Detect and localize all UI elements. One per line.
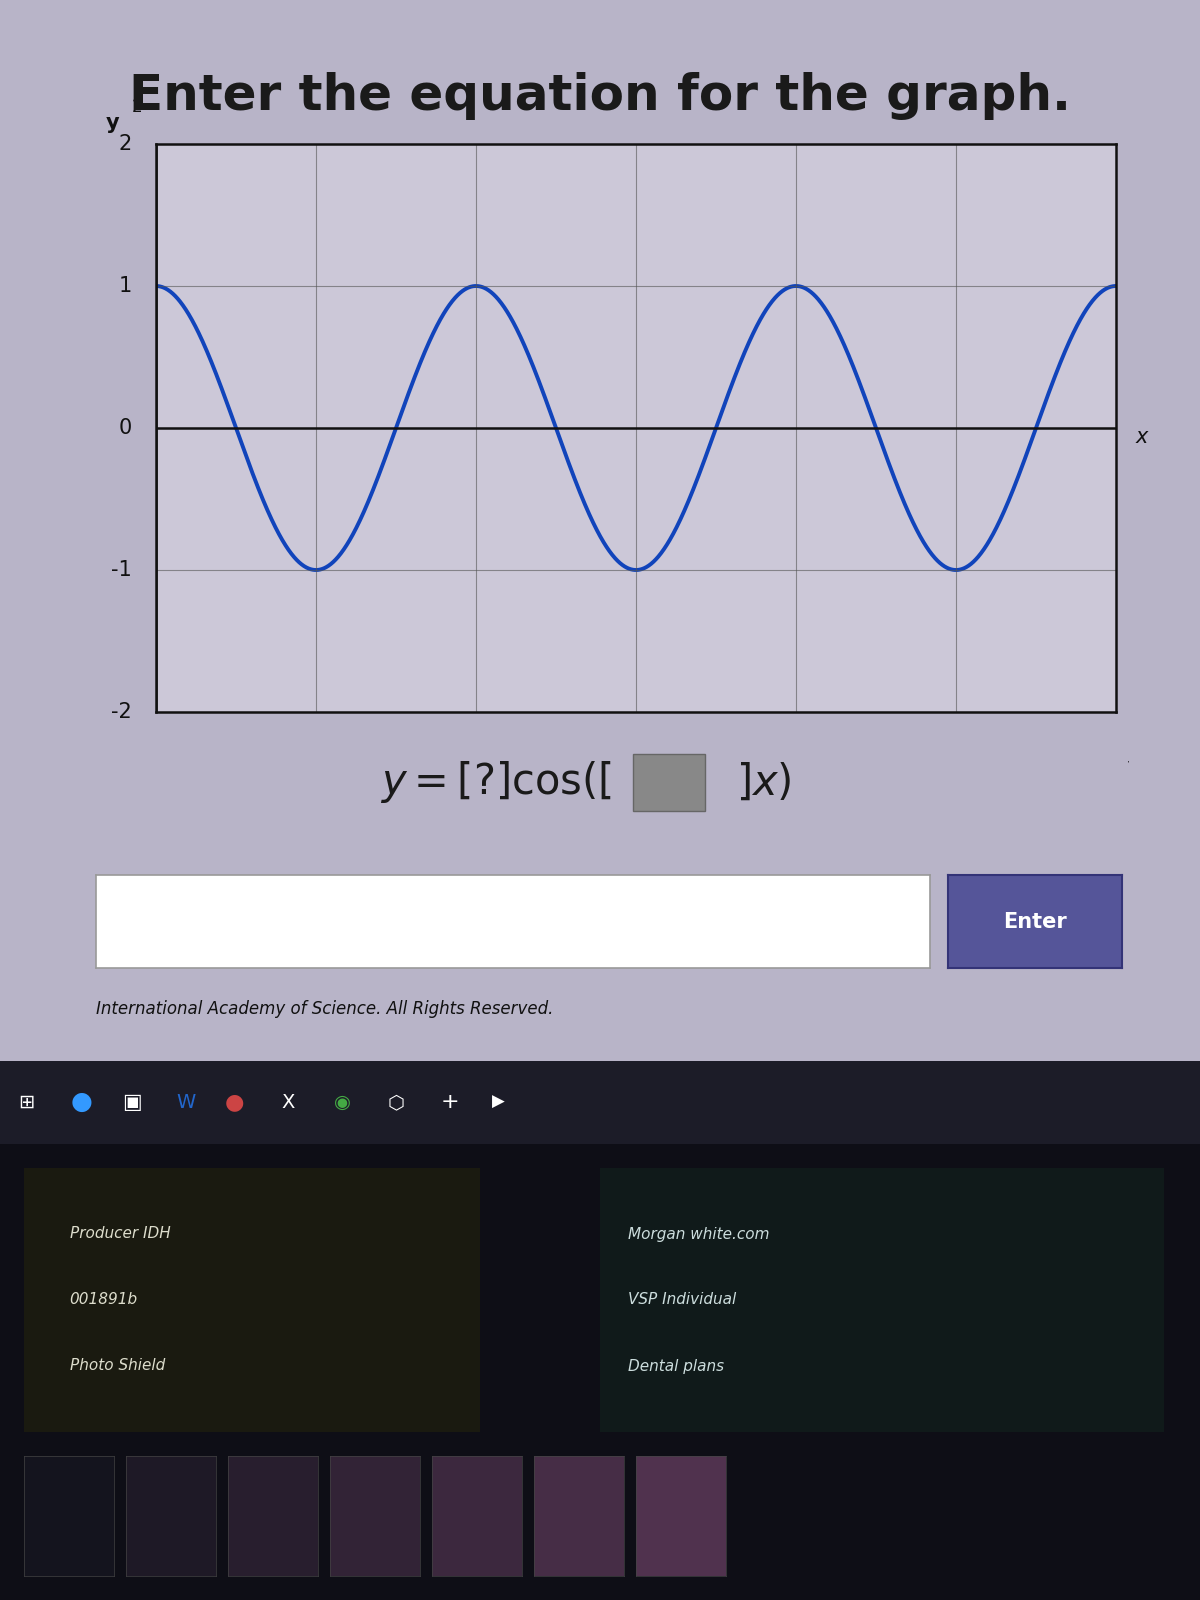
Text: Enter: Enter <box>1003 912 1067 931</box>
Text: ▶: ▶ <box>492 1093 504 1112</box>
Text: $]x)$: $]x)$ <box>736 762 792 803</box>
Text: -2: -2 <box>112 702 132 722</box>
Text: Dental plans: Dental plans <box>629 1358 725 1373</box>
Text: $2\pi$: $2\pi$ <box>1102 757 1130 778</box>
Text: 2: 2 <box>132 98 143 115</box>
Text: ●: ● <box>71 1091 92 1115</box>
Text: $\frac{\pi}{3}$: $\frac{\pi}{3}$ <box>311 757 322 789</box>
Text: ⊞: ⊞ <box>18 1093 35 1112</box>
Text: Morgan white.com: Morgan white.com <box>629 1227 769 1242</box>
Text: y: y <box>106 112 120 133</box>
Text: 1: 1 <box>119 275 132 296</box>
Text: VSP Individual: VSP Individual <box>629 1293 737 1307</box>
Text: W: W <box>176 1093 196 1112</box>
Text: ●: ● <box>224 1093 244 1112</box>
Text: 2: 2 <box>119 134 132 154</box>
Text: +: + <box>440 1093 460 1112</box>
Text: ◉: ◉ <box>334 1093 350 1112</box>
Text: Enter the equation for the graph.: Enter the equation for the graph. <box>130 72 1072 120</box>
Text: -1: -1 <box>112 560 132 579</box>
Text: 001891b: 001891b <box>70 1293 138 1307</box>
Text: 0: 0 <box>119 418 132 438</box>
FancyBboxPatch shape <box>632 754 704 811</box>
Text: Producer IDH: Producer IDH <box>70 1227 170 1242</box>
Text: ⬡: ⬡ <box>388 1093 404 1112</box>
Text: Photo Shield: Photo Shield <box>70 1358 164 1373</box>
Text: International Academy of Science. All Rights Reserved.: International Academy of Science. All Ri… <box>96 1000 553 1018</box>
Text: $y = [?] \cos([$: $y = [?] \cos([$ <box>380 760 612 805</box>
Text: x: x <box>1135 427 1147 446</box>
Text: X: X <box>281 1093 295 1112</box>
Text: ▣: ▣ <box>122 1093 142 1112</box>
